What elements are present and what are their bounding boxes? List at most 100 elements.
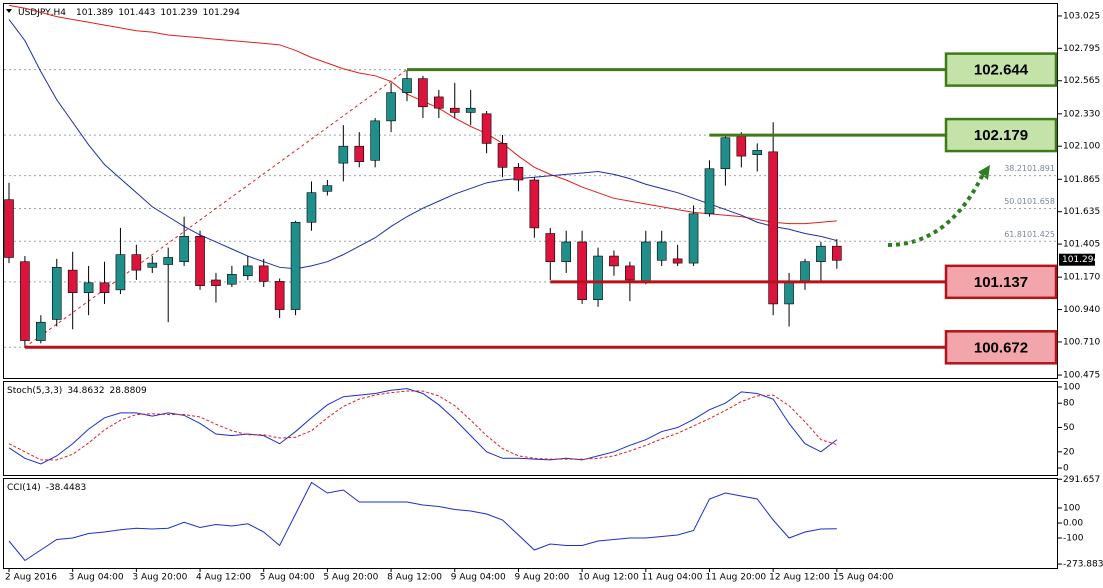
x-tick-label: 8 Aug 12:00 [387,573,442,583]
level-label: 102.179 [974,127,1028,144]
panel-header: CCI(14) -38.4483 [7,483,86,493]
candle-body [258,265,269,282]
candle-body [274,281,285,310]
candle-body [179,236,189,262]
candle-body [784,281,794,305]
y-tick-label: 101.405 [1063,240,1100,250]
candle-body [211,279,221,286]
y-tick-label: 102.100 [1063,142,1100,152]
y-tick-label: 101.865 [1063,175,1100,185]
candle-body [195,236,205,286]
y-tick-label: 100.710 [1063,337,1100,347]
y-tick-label: 0 [1063,464,1069,474]
candle-body [306,192,317,223]
menu-arrow [6,9,12,13]
candle-body [561,241,572,262]
y-tick-label: 100 [1063,504,1080,514]
candle-body [290,221,301,310]
candle-body [768,151,778,305]
x-tick-label: 4 Aug 12:00 [196,573,251,583]
candle-body [656,241,667,261]
y-tick-label: 103.025 [1063,11,1100,21]
cci-panel [3,478,1058,569]
panel-header: Stoch(5,3,3) 34.8632 28.8809 [7,386,147,396]
level-box [944,117,1058,153]
candle-body [354,145,365,163]
y-tick-label: 50 [1063,423,1075,433]
indicator-name: CCI(14) [7,483,41,493]
candle-body [4,199,14,258]
x-tick-label: 12 Aug 12:00 [769,573,830,583]
y-tick-label: 100.475 [1063,371,1100,381]
candle-body [20,261,30,341]
indicator-line [8,481,837,562]
header-value: 101.443 [118,8,155,18]
y-tick-label: 100 [1063,382,1080,392]
candle-body [704,168,715,215]
y-tick-label: 291.657 [1063,475,1100,485]
x-tick-label: 3 Aug 20:00 [132,573,187,583]
level-box [944,330,1058,365]
candle-body [370,120,380,161]
candle-body [688,213,699,264]
candle-body [513,167,524,181]
candle-body [386,92,396,122]
candle-body [752,150,763,155]
candle-body [131,254,142,271]
fib-price: 101.658 [1022,197,1055,206]
candle-body [163,257,173,265]
candle-body [338,145,349,164]
candle-body [465,107,476,113]
fib-ratio: 61.8 [1004,230,1022,239]
fib-price: 101.891 [1022,164,1055,173]
level-box [944,264,1058,300]
candle-body [640,241,651,282]
panel-header: USDJPY,H4 101.389 101.443 101.239 101.294 [18,8,240,18]
x-tick-label: 9 Aug 20:00 [514,573,569,583]
candle-body [672,258,683,264]
x-tick-label: 11 Aug 04:00 [642,573,703,583]
x-tick-label: 15 Aug 04:00 [833,573,894,583]
header-value: 28.8809 [110,386,147,396]
x-tick-label: 5 Aug 04:00 [260,573,315,583]
header-value: 101.389 [76,8,113,18]
candle-body [545,233,556,262]
header-value: -38.4483 [46,483,86,493]
level-label: 102.644 [974,62,1029,79]
header-value: 34.8632 [67,386,104,396]
candle-body [99,282,110,293]
candle-body [243,265,253,277]
fib-price: 101.425 [1022,230,1055,239]
moving-average [8,19,837,270]
candle-body [481,113,492,144]
y-tick-label: 80 [1063,399,1075,409]
level-label: 100.672 [974,339,1028,356]
candle-body [800,261,810,282]
fib-ratio: 50.0 [1004,197,1022,206]
candle-body [593,255,603,301]
indicator-line [8,390,837,461]
candle-body [529,179,540,229]
y-tick-label: 0.00 [1063,519,1083,529]
trend-arrow [887,169,987,247]
x-tick-label: 3 Aug 04:00 [69,573,124,583]
candle-body [418,78,428,108]
candle-body [434,96,444,109]
candle-body [83,282,94,293]
price-tag-label: 101.294 [1062,255,1099,265]
y-tick-label: 102.795 [1063,44,1100,54]
y-tick-label: -100 [1063,534,1084,544]
candle-body [832,245,842,261]
candle-body [609,255,619,267]
y-tick-label: 102.330 [1063,109,1100,119]
candle-body [36,321,46,341]
candle-body [115,254,126,291]
x-tick-label: 2 Aug 2016 [5,573,57,583]
candle-body [227,274,237,285]
level-label: 101.137 [974,274,1028,291]
header-value: 101.239 [160,8,197,18]
candle-body [402,78,412,94]
x-tick-label: 11 Aug 20:00 [705,573,766,583]
